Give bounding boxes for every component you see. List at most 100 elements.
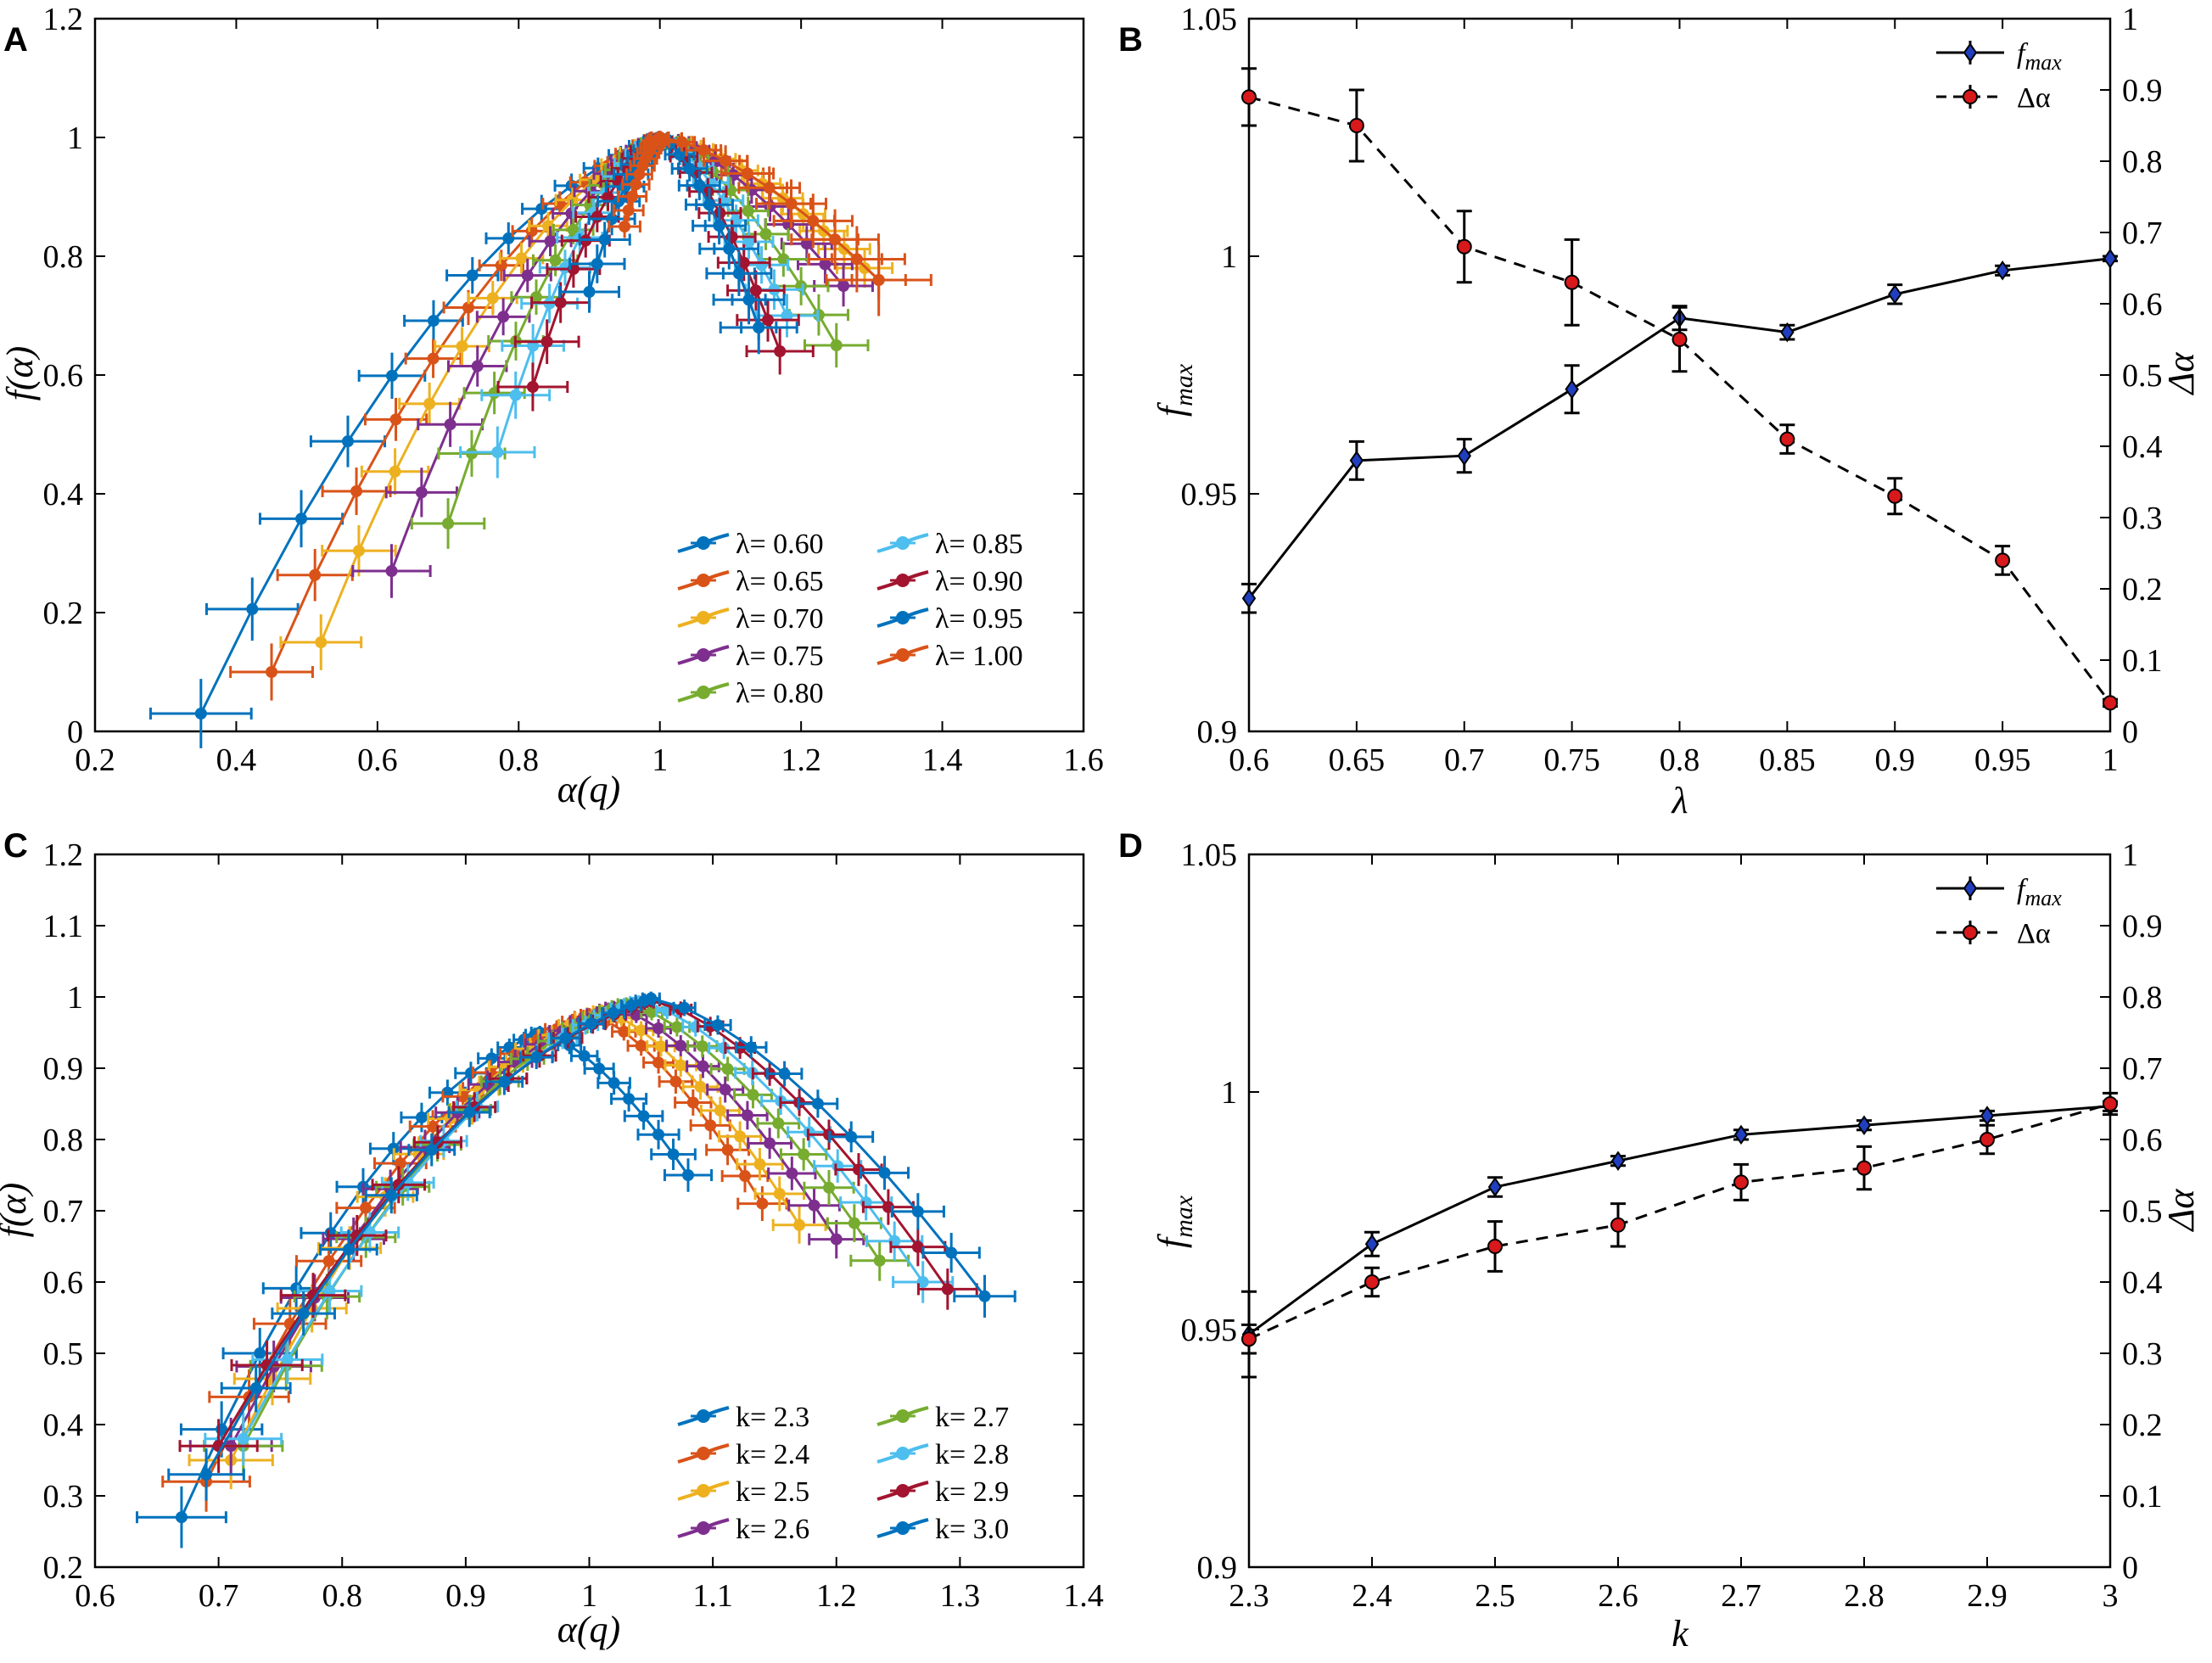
data-marker [674, 148, 686, 161]
data-marker [385, 1189, 398, 1201]
legend-label: λ= 0.70 [736, 603, 824, 635]
data-marker [541, 220, 554, 232]
data-marker [713, 220, 725, 232]
data-marker [497, 311, 510, 323]
data-marker [456, 340, 468, 353]
data-marker [585, 1017, 597, 1030]
legend-circle [1963, 925, 1978, 940]
y-tick-label: 0.5 [43, 1336, 84, 1372]
data-marker [392, 1179, 405, 1191]
y-right-tick-label: 0.8 [2122, 144, 2163, 180]
panel-d-chart: 2.3 2.4 2.5 2.6 2.7 2.8 2.9 3 0.9 0.95 1 1.05 0 0.1 0.… [1151, 837, 2202, 1655]
diamond-marker [1349, 451, 1364, 471]
data-marker [911, 1240, 924, 1253]
y-tick-label: 1.2 [43, 2, 84, 37]
panel-letter-a: A [3, 21, 28, 59]
data-marker [678, 1001, 691, 1014]
x-tick-label: 1.4 [922, 742, 963, 778]
x-tick-label: 0.8 [322, 1578, 363, 1614]
data-marker [423, 397, 436, 410]
y-tick-label: 0.6 [43, 1265, 84, 1301]
panel-b-ylabel-sub: max [1170, 363, 1198, 406]
data-marker [608, 1077, 620, 1089]
data-marker [295, 512, 308, 525]
legend-label: λ= 0.90 [935, 566, 1023, 597]
data-marker [830, 1233, 843, 1246]
data-marker [798, 1148, 810, 1161]
panel-d-ylabel-right: Δα [2160, 1189, 2202, 1233]
diamond-marker [1733, 1124, 1749, 1145]
y-tick-label: 1.05 [1181, 2, 1238, 37]
x-tick-label: 1.1 [692, 1578, 733, 1614]
legend-label-sub: max [2024, 50, 2062, 75]
data-marker [307, 1289, 320, 1302]
data-marker [785, 198, 798, 210]
data-marker [683, 162, 696, 175]
y-tick-label: 1 [67, 120, 83, 156]
y-tick-label: 0 [67, 714, 83, 750]
y-right-tick-label: 0.1 [2122, 643, 2163, 679]
circle-marker [1487, 1239, 1503, 1254]
data-marker [850, 253, 863, 266]
y-tick-label: 0.8 [43, 1123, 84, 1158]
panel-b-series [1241, 67, 2118, 711]
legend-label: λ= 0.75 [736, 641, 824, 672]
y-right-tick-label: 0.6 [2122, 287, 2163, 322]
data-marker [652, 1022, 665, 1035]
panel-c-xlabel: α(q) [557, 1609, 620, 1650]
y-right-tick-label: 0.5 [2122, 358, 2163, 394]
y-tick-label: 0.9 [43, 1051, 84, 1087]
data-marker [694, 1080, 707, 1093]
data-marker [654, 1040, 667, 1053]
data-marker [623, 1093, 636, 1106]
x-tick-label: 0.8 [499, 742, 540, 778]
data-marker [714, 1104, 726, 1117]
data-marker [725, 231, 738, 244]
data-marker [667, 1148, 680, 1161]
data-marker [693, 179, 706, 192]
y-tick-label: 1.1 [43, 909, 84, 944]
panel-a-series [148, 131, 932, 748]
legend-label: k= 2.6 [736, 1514, 809, 1545]
diamond-marker [1241, 588, 1257, 608]
data-marker [823, 1181, 836, 1194]
data-marker [675, 1059, 687, 1072]
data-marker [773, 1187, 786, 1200]
data-marker [747, 1089, 759, 1101]
data-marker [427, 1120, 440, 1133]
x-tick-label: 2.9 [1967, 1578, 2008, 1614]
y-right-tick-label: 0.4 [2122, 1265, 2163, 1301]
x-tick-label: 2.8 [1844, 1578, 1884, 1614]
y-right-tick-label: 0.8 [2122, 980, 2163, 1016]
data-marker [737, 256, 750, 269]
data-marker [389, 465, 401, 478]
data-marker [359, 1201, 372, 1214]
data-marker [309, 568, 322, 581]
x-tick-label: 0.8 [1660, 742, 1700, 778]
data-marker [697, 144, 710, 157]
data-marker [635, 1024, 647, 1037]
diamond-marker [1364, 1234, 1380, 1254]
data-marker [297, 1307, 310, 1320]
data-marker [819, 258, 832, 271]
x-tick-label: 1.2 [781, 742, 821, 778]
data-marker [653, 132, 666, 143]
data-marker [495, 259, 507, 272]
x-tick-label: 0.75 [1543, 742, 1600, 778]
diamond-marker [1995, 260, 2010, 281]
data-marker [415, 1111, 428, 1124]
legend-label: λ= 0.80 [736, 678, 824, 709]
data-marker [462, 301, 475, 314]
y-tick-label: 0.9 [1197, 714, 1238, 750]
data-marker [645, 992, 658, 1005]
legend-label: Δα [2017, 82, 2051, 114]
fmax-line [1248, 1105, 2111, 1335]
data-marker [237, 1432, 249, 1445]
data-marker [315, 636, 328, 648]
y-tick-label: 0.2 [43, 596, 84, 631]
x-tick-label: 2.7 [1721, 1578, 1761, 1614]
data-marker [290, 1282, 303, 1295]
legend-label: k= 2.4 [736, 1439, 809, 1470]
data-marker [669, 1075, 682, 1088]
data-marker [753, 322, 765, 333]
